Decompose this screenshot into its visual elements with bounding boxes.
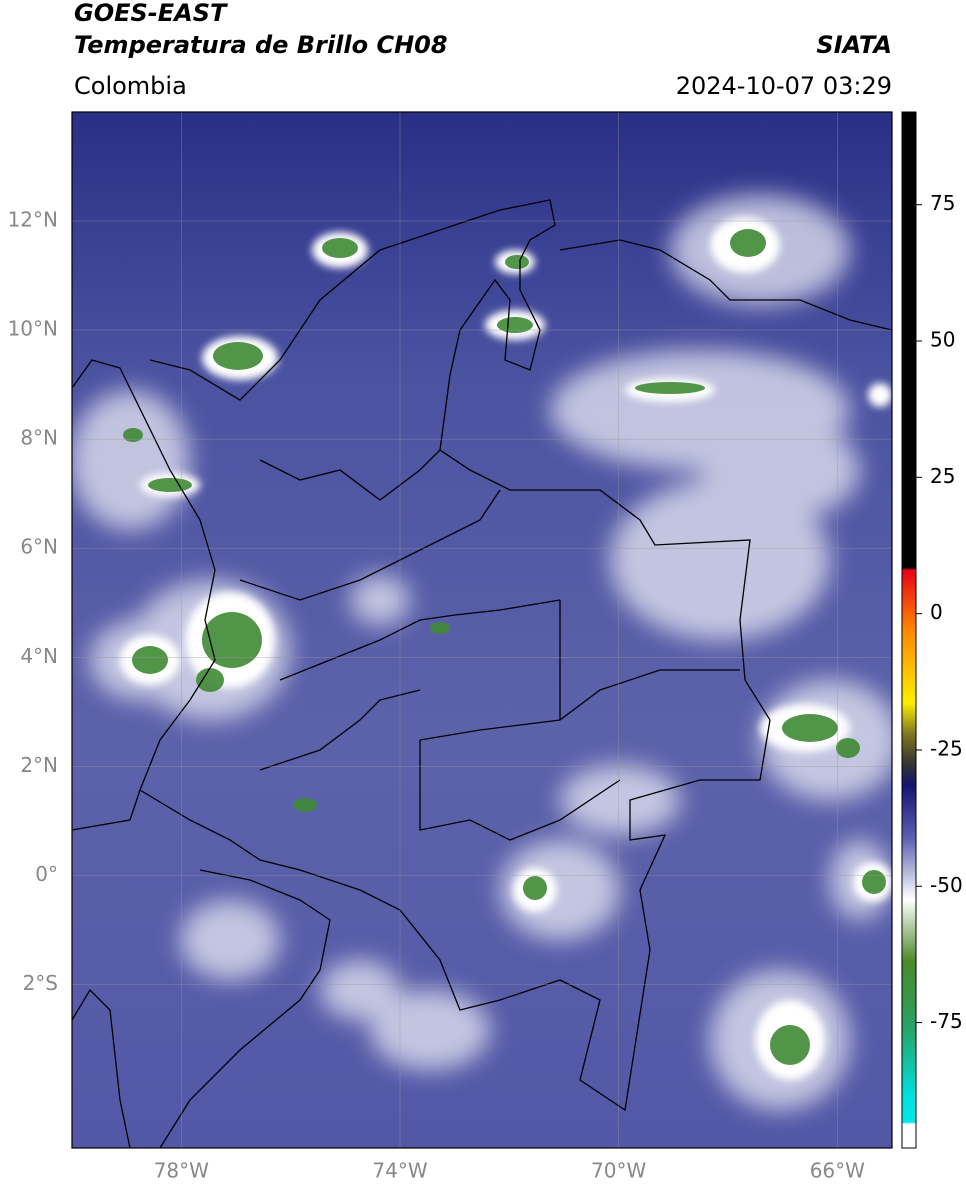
y-tick-label: 0°	[35, 862, 58, 886]
source-label: SIATA	[816, 31, 892, 59]
region-label: Colombia	[74, 72, 187, 100]
colorbar-tick-label: 25	[930, 464, 955, 488]
y-tick-label: 4°N	[20, 644, 58, 668]
x-tick-label: 70°W	[591, 1159, 646, 1183]
y-tick-label: 8°N	[20, 426, 58, 450]
colorbar-tick-label: -50	[930, 873, 963, 897]
y-tick-label: 10°N	[8, 317, 58, 341]
map-frame	[71, 111, 893, 1149]
graticule	[72, 112, 892, 1148]
x-tick-label: 66°W	[810, 1159, 865, 1183]
y-tick-label: 6°N	[20, 535, 58, 559]
satellite-title: GOES-EAST	[74, 0, 228, 27]
colorbar-tick-label: 75	[930, 191, 955, 215]
colorbar	[901, 111, 917, 1149]
x-tick-label: 78°W	[154, 1159, 209, 1183]
y-tick-label: 2°N	[20, 753, 58, 777]
colorbar-tick-label: 0	[930, 600, 943, 624]
colorbar-tick-label: 50	[930, 328, 955, 352]
borders	[72, 199, 892, 1148]
y-tick-label: 2°S	[23, 971, 58, 995]
colorbar-tick-label: -75	[930, 1009, 963, 1033]
colorbar-tick-label: -25	[930, 736, 963, 760]
x-tick-label: 74°W	[372, 1159, 427, 1183]
product-title: Temperatura de Brillo CH08	[74, 31, 448, 59]
datetime-label: 2024-10-07 03:29	[676, 72, 892, 100]
map-image	[72, 112, 892, 1148]
y-tick-label: 12°N	[8, 208, 58, 232]
